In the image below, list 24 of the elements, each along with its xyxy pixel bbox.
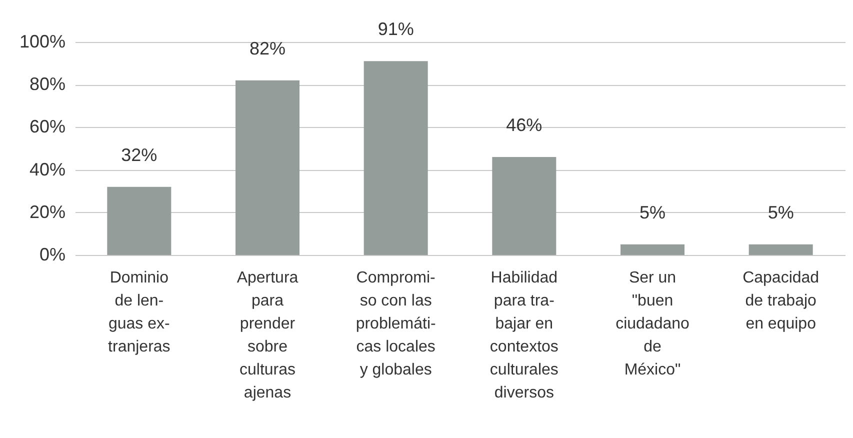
bar — [236, 80, 300, 255]
bar — [748, 244, 813, 255]
y-tick-label: 0% — [39, 244, 66, 264]
data-label: 5% — [639, 202, 666, 222]
x-tick-label: Apertura para prender sobre culturas ajenas — [236, 270, 298, 402]
data-label: 46% — [506, 115, 542, 136]
x-tick-label: Compromi- so con las problemáti- cas locales y globales — [356, 270, 436, 378]
data-label: 82% — [249, 38, 286, 58]
bar — [620, 244, 684, 255]
data-label: 32% — [121, 144, 158, 165]
x-tick-label: Capacidad de trabajo en equipo — [742, 270, 820, 332]
bar — [107, 186, 172, 255]
y-tick-label: 40% — [29, 159, 66, 180]
bar — [364, 61, 428, 255]
y-tick-label: 100% — [19, 32, 66, 52]
x-tick-label: Dominio de len- guas ex- tranjeras — [108, 270, 170, 356]
data-label: 91% — [378, 19, 414, 40]
x-tick-label: Ser un "buen ciudadano de México" — [616, 270, 690, 378]
x-tick-label: Habilidad para tra- bajar en contextos culturales diversos — [490, 270, 558, 402]
y-tick-label: 60% — [29, 116, 66, 137]
y-tick-label: 80% — [29, 74, 66, 94]
bar — [492, 157, 556, 255]
y-tick-label: 20% — [29, 202, 66, 222]
data-label: 5% — [768, 202, 794, 222]
